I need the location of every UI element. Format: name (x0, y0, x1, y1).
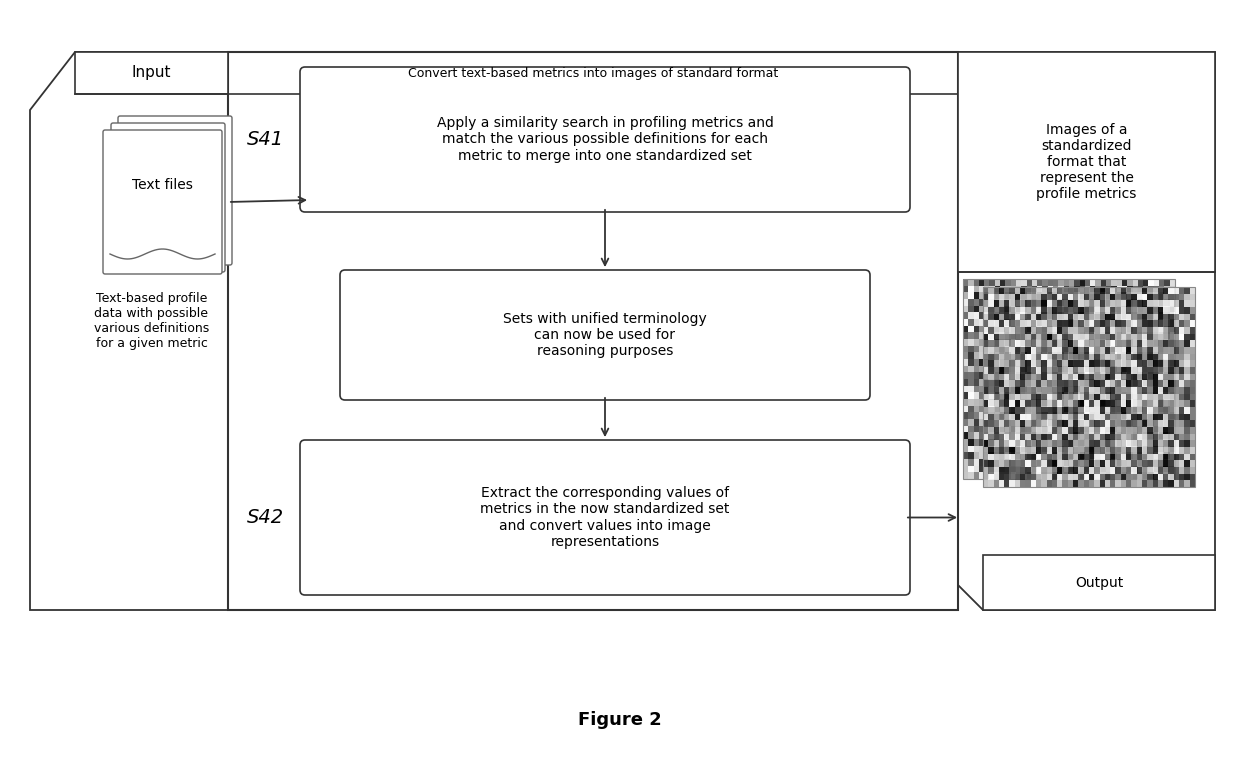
Bar (983, 287, 1195, 487)
Polygon shape (959, 52, 1215, 610)
FancyBboxPatch shape (300, 67, 910, 212)
FancyBboxPatch shape (118, 116, 232, 265)
FancyBboxPatch shape (340, 270, 870, 400)
Text: S42: S42 (247, 508, 284, 527)
Text: Text files: Text files (133, 178, 193, 192)
Text: Apply a similarity search in profiling metrics and
match the various possible de: Apply a similarity search in profiling m… (436, 116, 774, 163)
Bar (983, 555, 1215, 610)
Text: Text-based profile
data with possible
various definitions
for a given metric: Text-based profile data with possible va… (94, 292, 210, 350)
Bar (963, 279, 1176, 479)
FancyBboxPatch shape (112, 123, 224, 272)
Text: Convert text-based metrics into images of standard format: Convert text-based metrics into images o… (408, 68, 779, 81)
Text: Input: Input (131, 65, 171, 81)
Text: Figure 2: Figure 2 (578, 711, 662, 729)
Text: Extract the corresponding values of
metrics in the now standardized set
and conv: Extract the corresponding values of metr… (480, 486, 729, 549)
FancyBboxPatch shape (300, 440, 910, 595)
Bar (228, 52, 959, 610)
Bar (74, 52, 228, 94)
Text: Images of a
standardized
format that
represent the
profile metrics: Images of a standardized format that rep… (1037, 123, 1137, 201)
Bar (959, 52, 1215, 272)
FancyBboxPatch shape (103, 130, 222, 274)
Text: Sets with unified terminology
can now be used for
reasoning purposes: Sets with unified terminology can now be… (503, 312, 707, 358)
Polygon shape (30, 52, 228, 610)
Text: Output: Output (1075, 575, 1123, 590)
Text: S41: S41 (247, 130, 284, 149)
